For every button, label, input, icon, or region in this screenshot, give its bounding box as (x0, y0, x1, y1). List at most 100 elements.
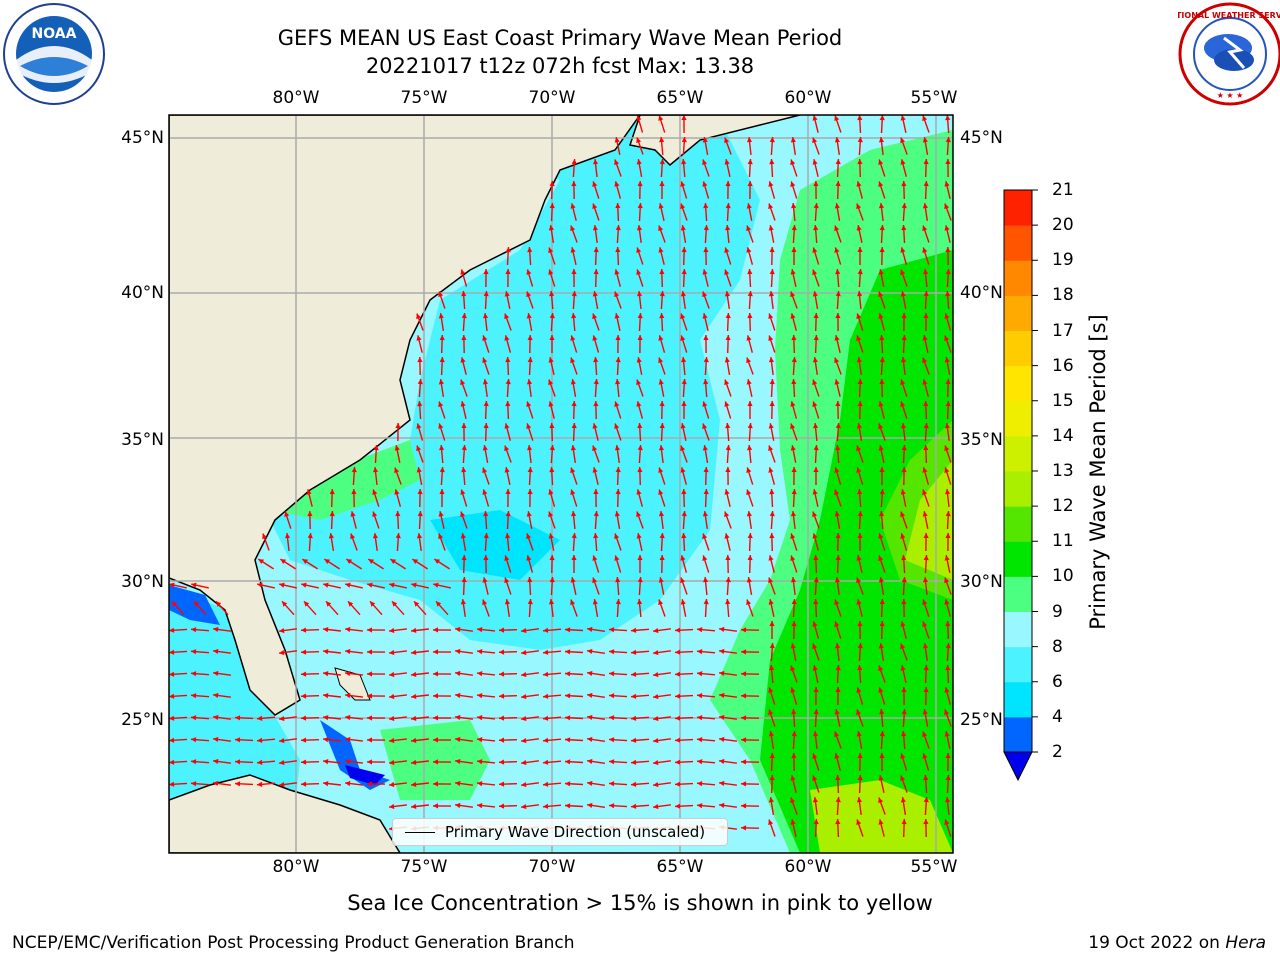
wave-arrow-head (367, 582, 373, 588)
wave-arrow-head (834, 511, 840, 517)
wave-arrow-head (191, 582, 197, 588)
wave-arrow-head (565, 649, 571, 655)
wave-arrow-head (659, 137, 665, 143)
wave-arrow-head (747, 181, 753, 186)
wave-arrow-head (878, 643, 884, 649)
wave-arrow-head (417, 357, 423, 363)
wave-arrow-head (433, 649, 438, 655)
wave-arrow-head (257, 737, 263, 743)
wave-arrow-head (615, 599, 621, 605)
wave-arrow-head (521, 628, 527, 634)
wave-arrow-head (680, 423, 686, 429)
wave-arrow-head (636, 159, 642, 165)
wave-arrow-head (438, 423, 444, 429)
wave-arrow-head (483, 511, 489, 517)
wave-arrow-head (548, 599, 555, 605)
wave-arrow-head (615, 357, 621, 363)
wave-arrow-head (504, 599, 510, 605)
wave-arrow-head (769, 621, 775, 626)
x-tick-bottom-70w: 70°W (528, 857, 576, 877)
wave-arrow-head (631, 803, 637, 809)
wave-arrow-head (878, 159, 884, 165)
wave-arrow-head (675, 781, 681, 787)
wave-arrow-head (878, 203, 885, 209)
wave-arrow-head (813, 709, 819, 715)
wave-arrow-head (658, 357, 664, 364)
wave-arrow-head (548, 511, 554, 518)
wave-arrow-head (724, 511, 730, 518)
wave-arrow-head (416, 467, 422, 473)
wave-arrow-head (526, 269, 532, 275)
wave-arrow-head (614, 159, 620, 166)
wave-arrow-head (521, 738, 527, 744)
wave-arrow-head (878, 137, 885, 143)
wave-arrow-head (746, 247, 752, 253)
wave-arrow-head (878, 445, 884, 451)
wave-arrow-head (345, 648, 351, 655)
wave-arrow-head (323, 715, 329, 721)
wave-arrow-head (697, 649, 703, 655)
wave-arrow-head (813, 335, 819, 341)
wave-arrow-head (835, 819, 841, 825)
wave-arrow-head (301, 649, 307, 655)
wave-arrow-head (719, 758, 725, 764)
wave-arrow-head (879, 379, 885, 385)
wave-arrow-head (389, 671, 395, 678)
wave-arrow-head (614, 445, 620, 451)
wave-arrow-head (587, 802, 593, 808)
wave-arrow-head (411, 781, 417, 787)
wave-arrow-head (609, 781, 615, 787)
wave-arrow-head (878, 533, 884, 539)
wave-arrow-head (543, 627, 549, 633)
wave-arrow-head (900, 291, 906, 297)
wave-arrow-head (587, 670, 593, 676)
wave-arrow-head (438, 291, 444, 298)
wave-arrow-head (636, 115, 642, 121)
colorbar-tick-label: 4 (1052, 706, 1063, 727)
wave-arrow-head (636, 269, 642, 275)
wave-arrow-head (835, 797, 841, 803)
wave-arrow-head (521, 760, 527, 766)
wave-arrow-head (411, 671, 417, 677)
wave-arrow-head (548, 269, 554, 275)
wave-arrow-head (923, 445, 929, 451)
wave-arrow-head (834, 467, 840, 473)
wave-arrow-head (367, 737, 372, 743)
wave-arrow-head (416, 335, 422, 341)
wave-arrow-head (768, 445, 774, 452)
wave-arrow-head (747, 533, 753, 539)
colorbar-tick-label: 9 (1052, 601, 1063, 622)
wave-arrow-head (945, 665, 951, 671)
wave-arrow-head (901, 181, 907, 187)
wave-arrow-head (835, 445, 841, 451)
wave-arrow-head (411, 737, 417, 743)
wave-arrow-head (483, 269, 489, 274)
wave-arrow-head (504, 577, 510, 583)
wave-arrow-head (680, 599, 686, 605)
wave-arrow-head (703, 357, 709, 363)
wave-arrow-head (439, 357, 445, 363)
wave-arrow-head (768, 357, 775, 363)
colorbar-segment (1004, 400, 1032, 437)
wave-arrow-head (394, 467, 400, 474)
wave-arrow-head (477, 781, 483, 787)
wave-arrow-head (923, 819, 929, 825)
x-tick-bottom-80w: 80°W (272, 857, 320, 877)
wave-arrow-head (631, 627, 637, 633)
wave-arrow-head (191, 693, 197, 699)
wave-arrow-head (856, 555, 862, 561)
wave-arrow-head (746, 379, 752, 385)
wave-arrow-head (351, 489, 357, 495)
wave-arrow-head (724, 489, 730, 495)
wave-arrow-head (719, 648, 725, 654)
land-canada (629, 115, 801, 167)
wave-arrow-head (455, 648, 461, 655)
wave-arrow-head (637, 313, 643, 319)
wave-arrow-head (169, 781, 175, 787)
wave-arrow-head (680, 291, 686, 297)
wave-arrow-head (813, 555, 819, 561)
wave-arrow-head (565, 671, 571, 677)
wave-arrow-head (741, 825, 747, 831)
wave-arrow-head (879, 357, 885, 363)
